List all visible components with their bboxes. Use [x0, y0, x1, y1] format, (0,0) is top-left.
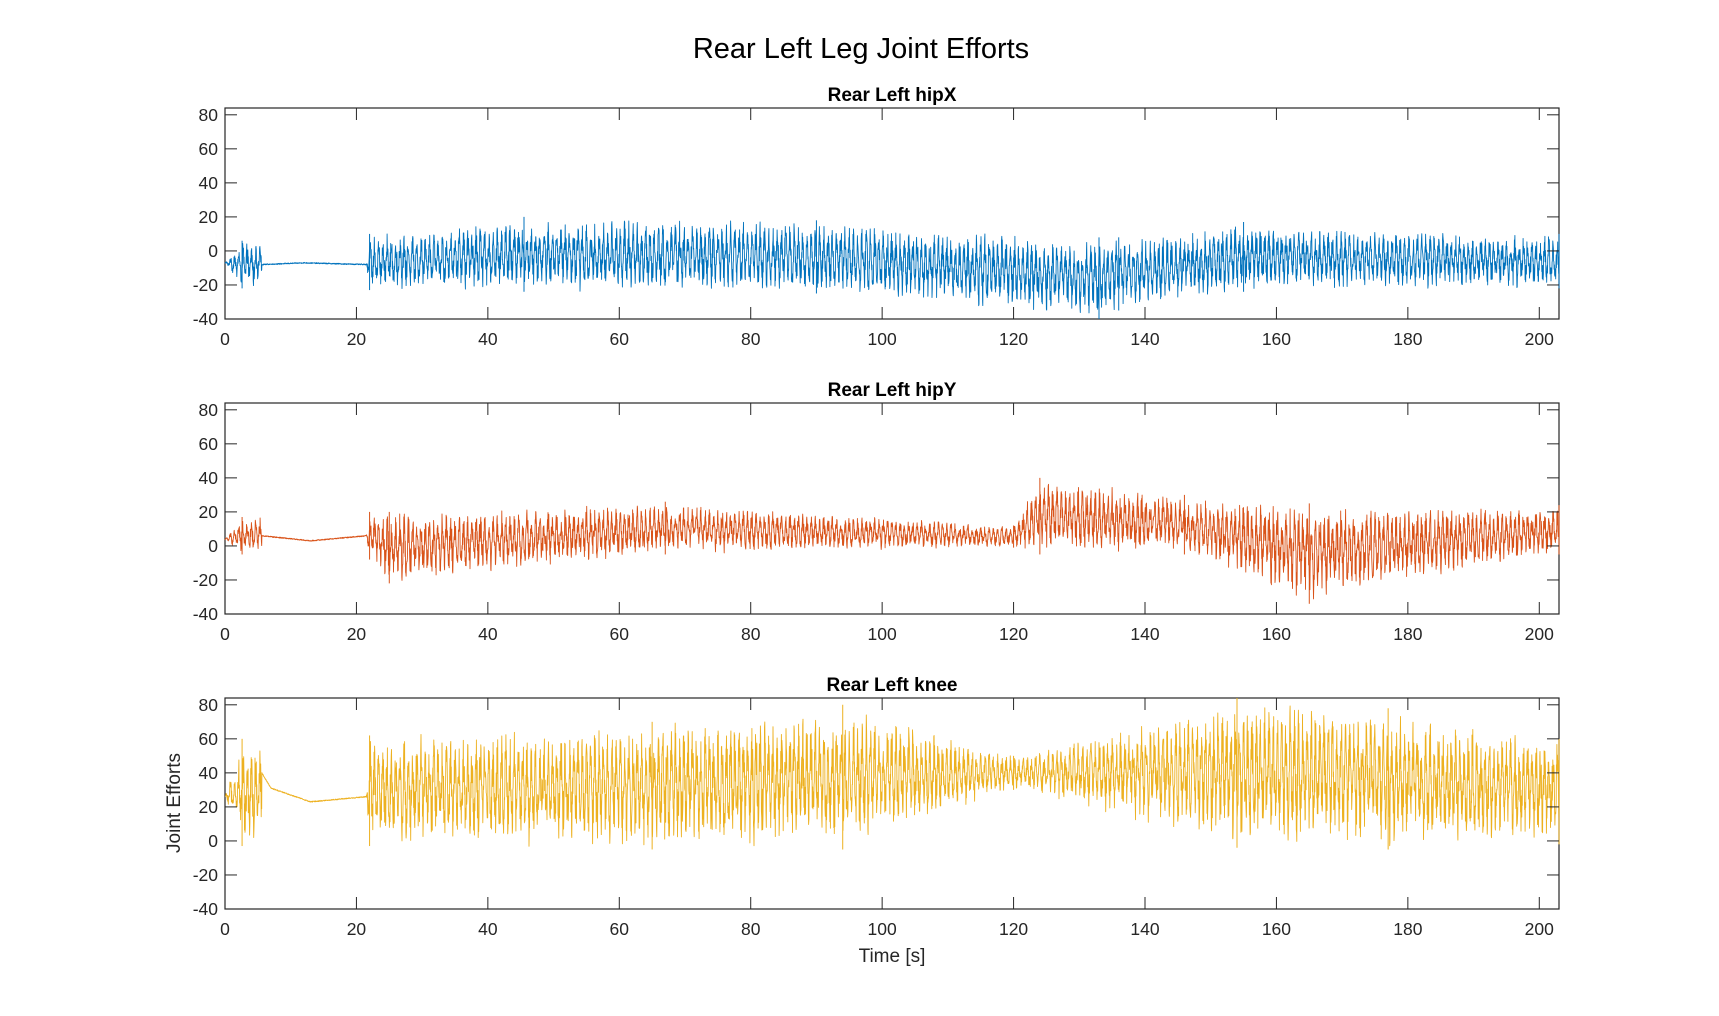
subplot-title: Rear Left knee — [827, 675, 958, 696]
x-tick-label: 180 — [1393, 919, 1422, 939]
x-tick-label: 0 — [220, 329, 230, 349]
subplot-title: Rear Left hipY — [828, 380, 957, 401]
x-tick-label: 40 — [478, 624, 498, 644]
x-tick-label: 60 — [610, 624, 630, 644]
y-tick-label: 60 — [199, 434, 219, 454]
x-tick-label: 200 — [1525, 624, 1554, 644]
x-tick-label: 120 — [999, 919, 1028, 939]
x-tick-label: 200 — [1525, 919, 1554, 939]
y-tick-label: 20 — [199, 502, 219, 522]
x-tick-label: 180 — [1393, 329, 1422, 349]
series-line — [224, 220, 1560, 314]
y-tick-label: 20 — [199, 797, 219, 817]
axes-box — [224, 402, 1560, 615]
x-tick-label: 140 — [1130, 624, 1159, 644]
x-tick-label: 200 — [1525, 329, 1554, 349]
y-tick-label: 0 — [208, 241, 218, 261]
subplot-knee: 0 20 40 60 80 100 120 140 160 180 200 -40 -20 0 20 40 60… — [164, 675, 1560, 967]
plot-area — [224, 477, 1560, 604]
y-tick-label: 80 — [199, 695, 219, 715]
series-line — [224, 705, 1560, 847]
x-tick-label: 20 — [347, 919, 367, 939]
y-tick-label: 0 — [208, 831, 218, 851]
y-tick-label: -40 — [193, 899, 219, 919]
figure-title: Rear Left Leg Joint Efforts — [693, 33, 1029, 65]
plot-area — [224, 698, 1560, 850]
y-tick-label: 40 — [199, 763, 219, 783]
x-tick-label: 20 — [347, 329, 367, 349]
x-tick-label: 100 — [868, 919, 897, 939]
x-tick-label: 140 — [1130, 919, 1159, 939]
x-tick-label: 60 — [610, 329, 630, 349]
ticks: 0 20 40 60 80 100 120 140 160 180 200 -40 -20 0 20 40 60… — [193, 400, 1559, 644]
x-tick-label: 180 — [1393, 624, 1422, 644]
x-tick-label: 60 — [610, 919, 630, 939]
x-tick-label: 140 — [1130, 329, 1159, 349]
subplot-hipy: 0 20 40 60 80 100 120 140 160 180 200 -40 -20 0 20 40 60… — [193, 380, 1560, 644]
x-tick-label: 0 — [220, 624, 230, 644]
subplot-hipx: 0 20 40 60 80 100 120 140 160 180 200 -40 -20 0 20 40 60… — [193, 85, 1560, 349]
y-tick-label: -20 — [193, 275, 219, 295]
x-tick-label: 40 — [478, 329, 498, 349]
y-tick-label: 40 — [199, 468, 219, 488]
ticks: 0 20 40 60 80 100 120 140 160 180 200 -40 -20 0 20 40 60… — [193, 105, 1559, 349]
y-tick-label: 60 — [199, 729, 219, 749]
x-tick-label: 100 — [868, 329, 897, 349]
x-axis-label: Time [s] — [859, 946, 926, 967]
x-tick-label: 100 — [868, 624, 897, 644]
x-tick-label: 120 — [999, 624, 1028, 644]
y-tick-label: 0 — [208, 536, 218, 556]
y-tick-label: 60 — [199, 139, 219, 159]
y-tick-label: -20 — [193, 865, 219, 885]
y-axis-label: Joint Efforts — [164, 753, 185, 853]
y-tick-label: -20 — [193, 570, 219, 590]
y-tick-label: -40 — [193, 309, 219, 329]
series-line — [224, 483, 1560, 600]
plot-area — [224, 216, 1560, 319]
x-tick-label: 20 — [347, 624, 367, 644]
x-tick-label: 0 — [220, 919, 230, 939]
x-tick-label: 160 — [1262, 919, 1291, 939]
x-tick-label: 80 — [741, 919, 761, 939]
x-tick-label: 120 — [999, 329, 1028, 349]
subplot-title: Rear Left hipX — [828, 85, 957, 106]
x-tick-label: 40 — [478, 919, 498, 939]
axes-box — [224, 107, 1560, 320]
x-tick-label: 80 — [741, 329, 761, 349]
y-tick-label: 20 — [199, 207, 219, 227]
x-tick-label: 160 — [1262, 329, 1291, 349]
x-tick-label: 80 — [741, 624, 761, 644]
y-tick-label: 80 — [199, 105, 219, 125]
y-tick-label: 40 — [199, 173, 219, 193]
x-tick-label: 160 — [1262, 624, 1291, 644]
y-tick-label: -40 — [193, 604, 219, 624]
ticks: 0 20 40 60 80 100 120 140 160 180 200 -40 -20 0 20 40 60… — [193, 695, 1559, 939]
axes-box — [224, 697, 1560, 910]
y-tick-label: 80 — [199, 400, 219, 420]
